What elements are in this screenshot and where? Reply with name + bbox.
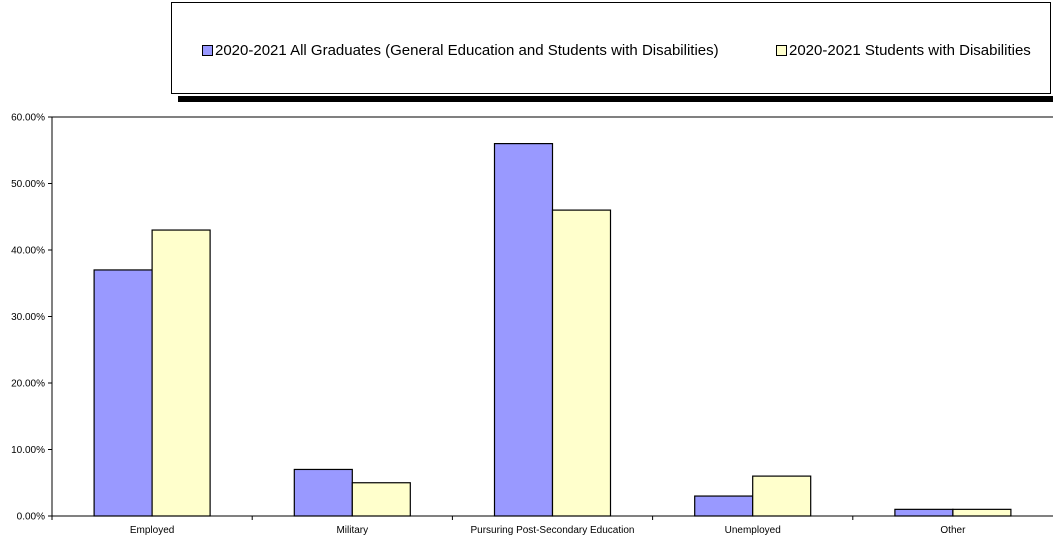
x-tick-label: Other (940, 525, 966, 536)
x-tick-label: Employed (130, 525, 174, 536)
bar-all-graduates-pursuring-post-secondary-education (493, 143, 554, 517)
legend-swatch-all-graduates (202, 45, 213, 56)
legend-swatch-students-with-disabilities (776, 45, 787, 56)
y-tick-label: 40.00% (11, 246, 45, 257)
bar-students-with-disabilities-unemployed (752, 475, 812, 517)
legend-entry-all-graduates: 2020-2021 All Graduates (General Educati… (202, 42, 719, 59)
legend: 2020-2021 All Graduates (General Educati… (171, 2, 1051, 94)
legend-shadow (178, 96, 1053, 102)
y-tick-label: 10.00% (11, 445, 45, 456)
y-tick-label: 0.00% (17, 512, 45, 523)
y-tick-label: 50.00% (11, 179, 45, 190)
legend-label-all-graduates: 2020-2021 All Graduates (General Educati… (215, 42, 719, 59)
bars (93, 143, 1012, 517)
x-axis: Employed Military Pursuring Post-Secondary… (51, 515, 1053, 536)
bar-students-with-disabilities-pursuring-post-secondary-education (551, 209, 612, 517)
bar-students-with-disabilities-employed (151, 229, 211, 517)
x-tick-label: Pursuring Post-Secondary Education (471, 525, 635, 536)
bar-all-graduates-unemployed (694, 495, 754, 517)
legend-entry-students-with-disabilities: 2020-2021 Students with Disabilities (776, 42, 1031, 59)
x-tick-label: Unemployed (725, 525, 781, 536)
bar-students-with-disabilities-military (351, 482, 411, 517)
bar-students-with-disabilities-other (952, 508, 1012, 517)
bar-all-graduates-other (894, 508, 954, 517)
legend-label-students-with-disabilities: 2020-2021 Students with Disabilities (789, 42, 1031, 59)
y-tick-label: 20.00% (11, 379, 45, 390)
bar-all-graduates-employed (93, 269, 153, 517)
bar-all-graduates-military (293, 468, 353, 517)
y-tick-label: 30.00% (11, 312, 45, 323)
y-tick-label: 60.00% (11, 113, 45, 124)
x-tick-label: Military (336, 525, 368, 536)
y-axis: 0.00% 10.00% 20.00% 30.00% 40.00% 50.00% 60.00… (11, 113, 1053, 523)
